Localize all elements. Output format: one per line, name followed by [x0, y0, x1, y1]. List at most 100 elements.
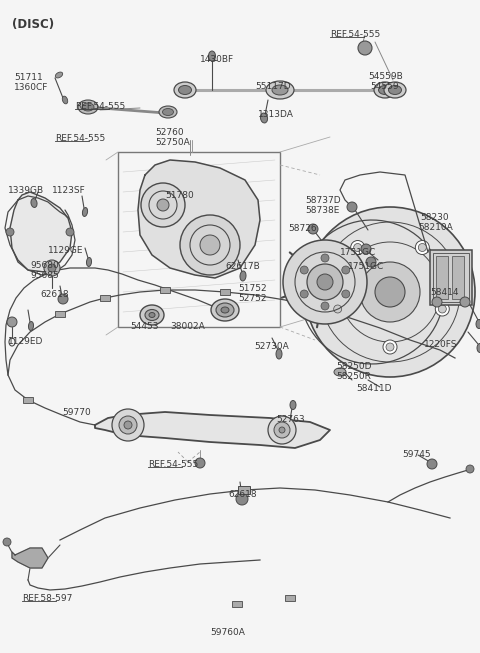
- Circle shape: [334, 305, 342, 313]
- Circle shape: [321, 302, 329, 310]
- Bar: [100, 295, 110, 301]
- Circle shape: [58, 294, 68, 304]
- Ellipse shape: [379, 86, 392, 95]
- Circle shape: [354, 244, 361, 251]
- Circle shape: [307, 264, 343, 300]
- Text: 58250D: 58250D: [336, 362, 372, 371]
- Ellipse shape: [179, 86, 192, 95]
- Ellipse shape: [55, 72, 63, 78]
- Circle shape: [342, 266, 350, 274]
- Ellipse shape: [78, 100, 98, 114]
- Circle shape: [460, 297, 470, 307]
- Text: 1129ED: 1129ED: [8, 337, 43, 346]
- Circle shape: [415, 240, 429, 255]
- Text: 1313DA: 1313DA: [258, 110, 294, 119]
- Text: (DISC): (DISC): [12, 18, 54, 31]
- Ellipse shape: [211, 299, 239, 321]
- Ellipse shape: [140, 305, 164, 325]
- Text: 52752: 52752: [238, 294, 266, 303]
- Ellipse shape: [216, 303, 234, 317]
- Circle shape: [48, 264, 56, 272]
- Circle shape: [361, 244, 371, 254]
- Ellipse shape: [163, 108, 173, 116]
- Text: 54559B: 54559B: [368, 72, 403, 81]
- Circle shape: [3, 538, 11, 546]
- Circle shape: [419, 244, 426, 251]
- Circle shape: [44, 260, 60, 276]
- Text: 54559: 54559: [370, 82, 398, 91]
- Bar: [55, 311, 65, 317]
- Circle shape: [383, 340, 397, 354]
- Ellipse shape: [221, 307, 229, 313]
- Text: 1751GC: 1751GC: [348, 262, 384, 271]
- Circle shape: [305, 207, 475, 377]
- Bar: [23, 397, 33, 403]
- Circle shape: [236, 493, 248, 505]
- Circle shape: [358, 41, 372, 55]
- Polygon shape: [138, 160, 260, 278]
- Polygon shape: [12, 548, 48, 568]
- Ellipse shape: [83, 208, 87, 216]
- Ellipse shape: [149, 313, 155, 317]
- Ellipse shape: [62, 96, 68, 104]
- Text: 38002A: 38002A: [170, 322, 205, 331]
- Bar: [232, 601, 242, 607]
- Circle shape: [427, 459, 437, 469]
- Circle shape: [300, 290, 308, 298]
- Text: 58210A: 58210A: [418, 223, 453, 232]
- Ellipse shape: [261, 113, 267, 123]
- Circle shape: [375, 277, 405, 307]
- Ellipse shape: [266, 81, 294, 99]
- Ellipse shape: [334, 368, 346, 376]
- Circle shape: [66, 228, 74, 236]
- Text: 62617B: 62617B: [225, 262, 260, 271]
- Circle shape: [6, 228, 14, 236]
- Ellipse shape: [290, 400, 296, 409]
- Ellipse shape: [272, 85, 288, 95]
- Text: 58250R: 58250R: [336, 372, 371, 381]
- Circle shape: [195, 458, 205, 468]
- Polygon shape: [10, 192, 72, 272]
- Bar: [238, 486, 250, 494]
- Ellipse shape: [240, 271, 246, 281]
- Circle shape: [268, 416, 296, 444]
- Text: 51752: 51752: [238, 284, 266, 293]
- Circle shape: [438, 305, 446, 313]
- Ellipse shape: [384, 82, 406, 98]
- Circle shape: [331, 302, 345, 316]
- Circle shape: [300, 266, 308, 274]
- Text: 95685: 95685: [30, 271, 59, 280]
- Text: 58737D: 58737D: [305, 196, 341, 205]
- Ellipse shape: [28, 321, 34, 330]
- Ellipse shape: [174, 82, 196, 98]
- Text: 59760A: 59760A: [210, 628, 245, 637]
- Text: 59745: 59745: [402, 450, 431, 459]
- Circle shape: [342, 290, 350, 298]
- Text: 1129GE: 1129GE: [48, 246, 84, 255]
- Ellipse shape: [82, 103, 94, 111]
- Text: REF.54-555: REF.54-555: [75, 102, 125, 111]
- Circle shape: [386, 343, 394, 351]
- Text: REF.54-555: REF.54-555: [330, 30, 380, 39]
- Text: REF.54-555: REF.54-555: [55, 134, 105, 143]
- Circle shape: [7, 317, 17, 327]
- Ellipse shape: [276, 349, 282, 359]
- Circle shape: [180, 215, 240, 275]
- Bar: [436, 256, 448, 299]
- Ellipse shape: [477, 343, 480, 353]
- Text: 1123SF: 1123SF: [52, 186, 86, 195]
- Text: 58411D: 58411D: [356, 384, 392, 393]
- Ellipse shape: [31, 199, 37, 208]
- Text: 58738E: 58738E: [305, 206, 339, 215]
- Text: 62618: 62618: [228, 490, 257, 499]
- Text: 1360CF: 1360CF: [14, 83, 48, 92]
- Bar: [433, 253, 469, 302]
- Circle shape: [432, 297, 442, 307]
- Text: REF.58-597: REF.58-597: [22, 594, 72, 603]
- Text: 95680: 95680: [30, 261, 59, 270]
- Ellipse shape: [208, 51, 216, 61]
- Bar: [285, 595, 295, 601]
- Text: 51780: 51780: [165, 191, 194, 200]
- Text: 52730A: 52730A: [254, 342, 289, 351]
- Circle shape: [308, 224, 318, 234]
